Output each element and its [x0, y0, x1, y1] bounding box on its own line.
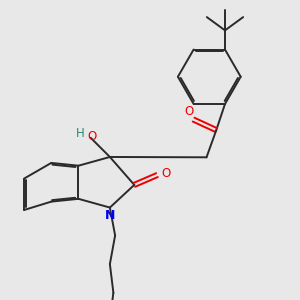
Text: O: O — [88, 130, 97, 142]
Text: N: N — [105, 209, 115, 222]
Text: O: O — [184, 105, 194, 118]
Text: H: H — [76, 127, 84, 140]
Text: O: O — [161, 167, 171, 180]
